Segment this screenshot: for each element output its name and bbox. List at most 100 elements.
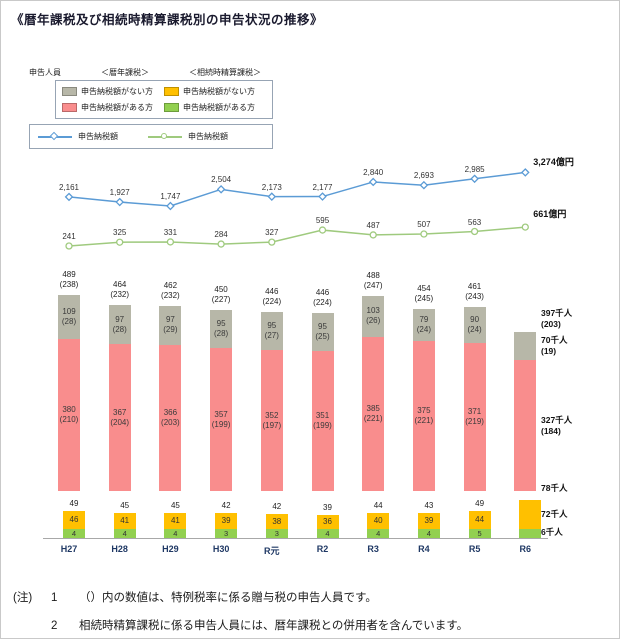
line-value-label-H29: 331: [163, 227, 178, 237]
line-marker-circle-R元: [268, 238, 276, 246]
bar-segment-rekinen-has-tax-H30: 357 (199): [210, 348, 233, 491]
line-marker-diamond-H27: [64, 192, 74, 202]
bar-segment-seisan-no-tax-H30: 39: [215, 513, 238, 529]
line-marker-diamond-R5: [470, 174, 479, 184]
pink-swatch-label: 申告納税額がある方: [81, 103, 153, 112]
line-value-label-H30: 284: [214, 230, 228, 240]
note-line-2: 2 相続時精算課税に係る申告人員には、暦年課税との併用者を含んでいます。: [13, 617, 468, 635]
bar-label-seisan-total-R4: 43: [424, 501, 434, 511]
x-axis-label-H30: H30: [212, 544, 230, 554]
legend-item-gray: 申告納税額がない方: [62, 86, 164, 97]
bar-segment-rekinen-has-tax-H28: 367 (204): [108, 344, 131, 491]
line-marker-diamond-H30: [216, 185, 226, 194]
bar-segment-seisan-has-tax-H28: 4: [113, 529, 136, 538]
bar-segment-seisan-has-tax-R6: [519, 529, 542, 538]
bar-label-seisan-total-H30: 42: [221, 501, 231, 511]
bar-segment-rekinen-has-tax-H27: 380 (210): [58, 339, 80, 491]
x-axis-label-R4: R4: [418, 544, 430, 554]
note-prefix-spacer: [13, 617, 51, 635]
line-value-label-R元: 2,173: [261, 182, 282, 192]
bar-label-seisan-total-R2: 39: [323, 502, 332, 512]
green-line-label: 申告納税額: [188, 132, 228, 141]
anno-seisan-no-tax: 72千人: [541, 508, 568, 519]
line-value-label-R4: 507: [417, 220, 431, 230]
bar-label-rekinen-total-R5: 461 (243): [465, 281, 484, 301]
line-marker-diamond-R2: [318, 192, 327, 201]
diamond-marker-icon: [49, 131, 59, 140]
bar-segment-rekinen-has-tax-R6: [514, 360, 537, 491]
bar-segment-rekinen-no-tax-H29: 97 (29): [159, 305, 182, 345]
bar-segment-seisan-no-tax-R元: 38: [265, 513, 288, 529]
bar-segment-rekinen-has-tax-R元: 352 (197): [260, 350, 283, 491]
legend-item-pink: 申告納税額がある方: [62, 102, 164, 113]
line-marker-diamond-H28: [115, 197, 125, 207]
legend-item-green: 申告納税額がある方: [164, 102, 266, 113]
line-value-label-R元: 327: [265, 228, 279, 238]
legend-header: 申告人員 ＜暦年課税＞ ＜相続時精算課税＞: [29, 67, 277, 78]
bar-label-seisan-total-H27: 49: [69, 498, 79, 508]
bar-segment-seisan-no-tax-H29: 41: [164, 512, 187, 529]
legend-group2-header: ＜相続時精算課税＞: [189, 68, 261, 77]
anno-rekinen-no-tax: 70千人 (19): [541, 335, 568, 357]
line-value-label-R3: 487: [366, 220, 380, 230]
line-marker-diamond-R4: [419, 180, 429, 190]
bar-label-rekinen-total-H28: 464 (232): [110, 280, 130, 300]
bar-segment-seisan-has-tax-H30: 3: [215, 529, 238, 538]
bar-segment-rekinen-no-tax-R3: 103 (26): [362, 295, 385, 337]
blue-trend-line-icon: [38, 131, 72, 140]
bar-label-rekinen-total-R3: 488 (247): [363, 270, 383, 290]
note-line-1: (注) 1 （）内の数値は、特例税率に係る贈与税の申告人員です。: [13, 589, 468, 607]
bar-segment-rekinen-no-tax-R元: 95 (27): [260, 312, 283, 351]
line-marker-circle-H29: [166, 238, 175, 246]
line-marker-circle-H27: [65, 242, 73, 250]
green-swatch-label: 申告納税額がある方: [183, 103, 255, 112]
bar-label-seisan-total-H29: 45: [170, 500, 180, 510]
bar-segment-seisan-has-tax-R5: 5: [468, 529, 491, 538]
bar-label-seisan-total-R5: 49: [475, 499, 485, 509]
note-2-number: 2: [51, 620, 58, 632]
bar-segment-seisan-no-tax-R6: [519, 500, 542, 529]
x-axis-label-R元: R元: [264, 546, 280, 556]
bar-segment-seisan-no-tax-H28: 41: [113, 512, 136, 529]
anno-rekinen-total: 397千人 (203): [541, 308, 573, 330]
legend-people-label: 申告人員: [29, 68, 61, 77]
anno-seisan-total: 78千人: [541, 483, 568, 494]
bar-label-rekinen-total-H30: 450 (227): [211, 285, 231, 305]
bar-label-rekinen-total-H29: 462 (232): [161, 280, 180, 300]
line-value-label-H27: 241: [62, 232, 76, 241]
bar-segment-rekinen-has-tax-H29: 366 (203): [159, 344, 182, 491]
anno-seisan-has-tax: 6千人: [541, 527, 563, 537]
x-axis-label-R6: R6: [519, 544, 532, 554]
yellow-swatch-label: 申告納税額がない方: [183, 87, 255, 96]
bar-segment-seisan-no-tax-R4: 39: [417, 513, 440, 529]
line-marker-diamond-R6: [520, 168, 530, 177]
bar-segment-rekinen-no-tax-R4: 79 (24): [412, 309, 435, 341]
line-value-label-R5: 2,985: [464, 164, 485, 174]
bar-segment-rekinen-no-tax-H30: 95 (28): [210, 310, 233, 349]
legend-item-blue-line: 申告納税額: [38, 131, 118, 142]
bar-segment-rekinen-has-tax-R5: 371 (219): [463, 342, 486, 491]
line-value-label-R2: 2,177: [312, 182, 333, 192]
line-marker-circle-R6: [521, 223, 529, 231]
gray-swatch-label: 申告納税額がない方: [81, 87, 153, 96]
blue-line-label: 申告納税額: [78, 132, 118, 141]
bar-segment-seisan-no-tax-R5: 44: [468, 511, 491, 529]
bar-segment-rekinen-no-tax-R2: 95 (25): [311, 312, 334, 351]
bar-segment-rekinen-no-tax-H28: 97 (28): [108, 305, 131, 345]
bar-segment-seisan-has-tax-R元: 3: [265, 529, 288, 538]
x-axis-line: [43, 538, 548, 539]
line-value-label-R5: 563: [467, 217, 482, 227]
note-prefix: (注): [13, 592, 33, 604]
bar-label-rekinen-total-R元: 446 (224): [262, 287, 282, 307]
bar-label-rekinen-total-H27: 489 (238): [59, 270, 79, 290]
line-value-label-H28: 325: [113, 228, 127, 238]
bar-label-seisan-total-R元: 42: [272, 501, 282, 511]
legend-group1-header: ＜暦年課税＞: [101, 68, 149, 77]
pink-swatch: [62, 103, 77, 112]
anno-rekinen-has-tax: 327千人 (184): [541, 414, 573, 436]
line-marker-circle-R2: [318, 226, 327, 234]
line-value-label-H30: 2,504: [211, 175, 232, 185]
bar-segment-rekinen-no-tax-H27: 109 (28): [58, 295, 80, 339]
gray-swatch: [62, 87, 77, 96]
